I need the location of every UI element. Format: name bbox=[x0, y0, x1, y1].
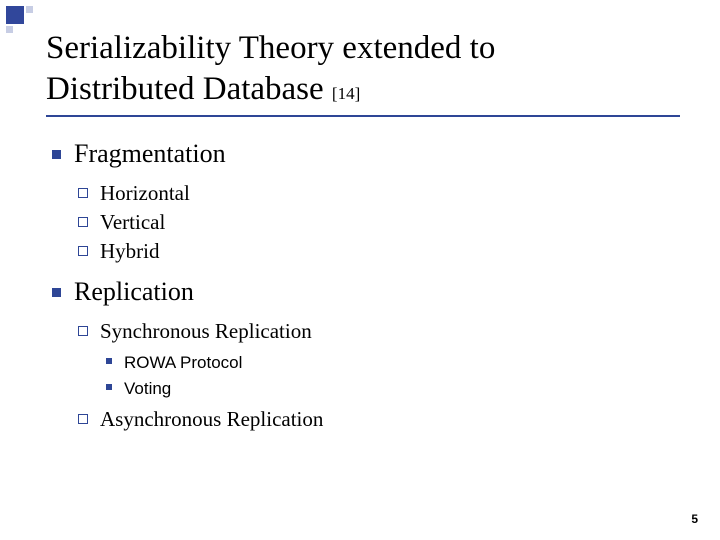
bullet-list: Fragmentation Horizontal Vertical Hybrid… bbox=[46, 139, 680, 435]
bullet-fragmentation: Fragmentation Horizontal Vertical Hybrid bbox=[46, 139, 680, 267]
sub-label: Synchronous Replication bbox=[100, 319, 312, 343]
deco-square-small-2 bbox=[6, 26, 13, 33]
deco-square-large bbox=[6, 6, 24, 24]
title-reference: [14] bbox=[332, 84, 360, 103]
bullet-label: Fragmentation bbox=[74, 139, 226, 168]
sub-bullet-asynchronous: Asynchronous Replication bbox=[74, 405, 680, 434]
subsub-label: Voting bbox=[124, 379, 171, 398]
sub-bullet: Horizontal bbox=[74, 179, 680, 208]
sub-label: Hybrid bbox=[100, 239, 160, 263]
slide-content: Serializability Theory extended to Distr… bbox=[0, 0, 720, 434]
sub-label: Vertical bbox=[100, 210, 165, 234]
bullet-label: Replication bbox=[74, 277, 194, 306]
deco-square-small-1 bbox=[26, 6, 33, 13]
sub-list: Synchronous Replication ROWA Protocol Vo… bbox=[74, 317, 680, 435]
slide-title: Serializability Theory extended to Distr… bbox=[46, 28, 680, 117]
sub-list: Horizontal Vertical Hybrid bbox=[74, 179, 680, 267]
subsub-bullet: Voting bbox=[100, 376, 680, 402]
corner-decoration bbox=[0, 0, 40, 36]
title-line-2: Distributed Database bbox=[46, 71, 332, 107]
page-number: 5 bbox=[691, 512, 698, 526]
subsub-label: ROWA Protocol bbox=[124, 353, 242, 372]
bullet-replication: Replication Synchronous Replication ROWA… bbox=[46, 277, 680, 435]
subsub-bullet: ROWA Protocol bbox=[100, 350, 680, 376]
sub-bullet-synchronous: Synchronous Replication ROWA Protocol Vo… bbox=[74, 317, 680, 401]
subsub-list: ROWA Protocol Voting bbox=[100, 350, 680, 401]
sub-label: Asynchronous Replication bbox=[100, 407, 323, 431]
sub-label: Horizontal bbox=[100, 181, 190, 205]
title-line-1: Serializability Theory extended to bbox=[46, 30, 495, 66]
sub-bullet: Hybrid bbox=[74, 237, 680, 266]
sub-bullet: Vertical bbox=[74, 208, 680, 237]
